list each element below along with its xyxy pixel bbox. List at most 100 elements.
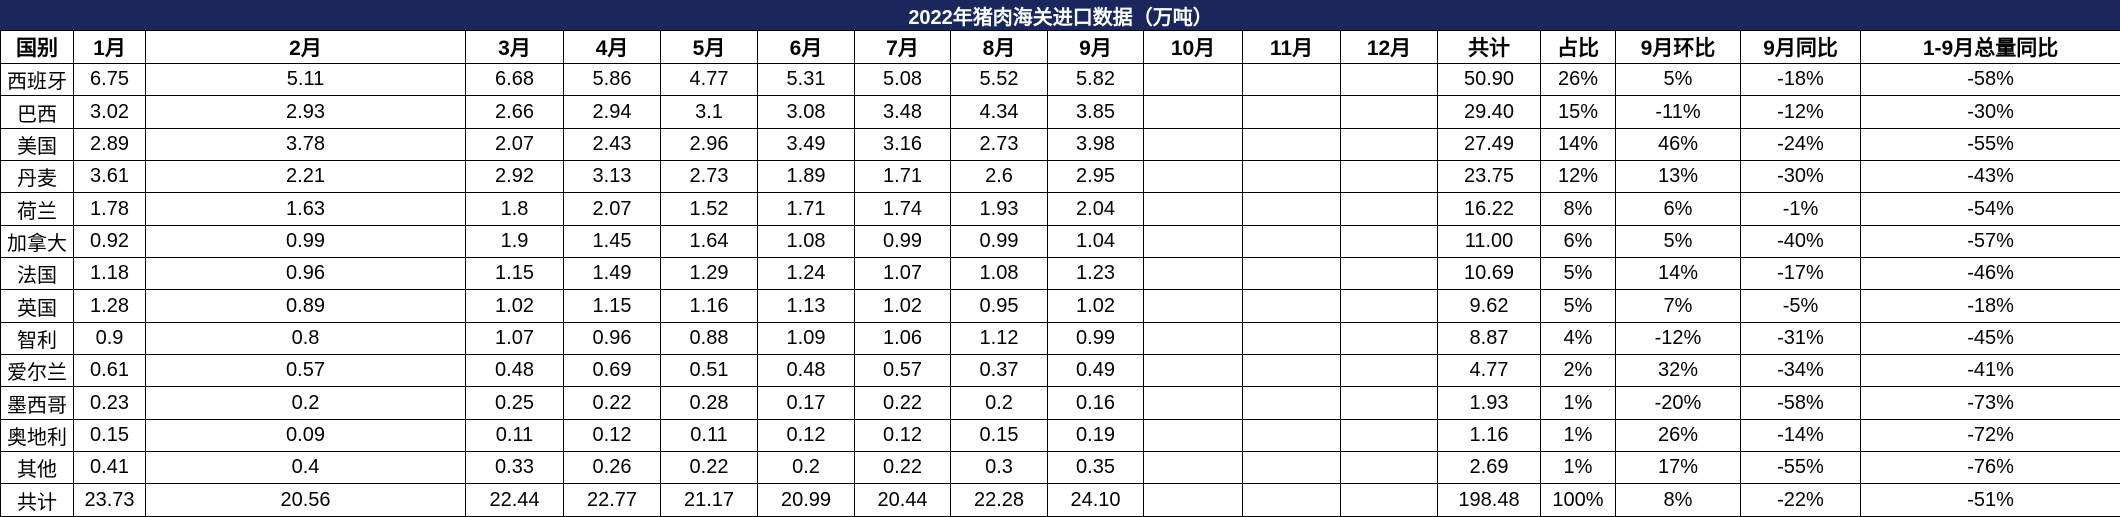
row-label[interactable]: 墨西哥 <box>0 386 74 420</box>
table-cell[interactable]: 1.18 <box>73 257 146 291</box>
table-cell[interactable] <box>1143 451 1243 485</box>
table-cell[interactable]: 2.95 <box>1047 160 1144 194</box>
table-cell[interactable]: 23.73 <box>73 483 146 517</box>
table-cell[interactable] <box>1143 418 1243 453</box>
table-cell[interactable]: 14% <box>1615 257 1741 291</box>
table-cell[interactable]: 2.43 <box>563 127 661 162</box>
table-cell[interactable] <box>1242 321 1341 356</box>
table-cell[interactable] <box>1143 95 1243 129</box>
table-cell[interactable] <box>1143 354 1243 388</box>
table-cell[interactable]: -41% <box>1859 354 2120 388</box>
table-cell[interactable]: 1.71 <box>757 192 855 226</box>
table-cell[interactable]: -18% <box>1740 62 1861 97</box>
table-cell[interactable]: 1.15 <box>563 289 661 323</box>
table-cell[interactable]: 17% <box>1615 451 1741 485</box>
table-cell[interactable]: -30% <box>1740 160 1861 194</box>
table-cell[interactable]: 0.96 <box>563 321 661 356</box>
table-cell[interactable]: 1.23 <box>1047 257 1144 291</box>
table-cell[interactable] <box>1143 257 1243 291</box>
row-label[interactable]: 共计 <box>0 483 74 517</box>
table-cell[interactable] <box>1242 95 1341 129</box>
table-cell[interactable]: 20.56 <box>145 483 466 517</box>
table-cell[interactable]: 5.08 <box>854 62 951 97</box>
table-cell[interactable]: 1.93 <box>1437 386 1541 420</box>
table-cell[interactable]: 8% <box>1615 483 1741 517</box>
table-cell[interactable]: 1.16 <box>1437 418 1541 453</box>
table-cell[interactable]: 3.98 <box>1047 127 1144 162</box>
table-cell[interactable] <box>1242 354 1341 388</box>
table-cell[interactable]: 4.34 <box>950 95 1048 129</box>
table-cell[interactable]: 0.2 <box>757 451 855 485</box>
table-cell[interactable]: 2.6 <box>950 160 1048 194</box>
table-cell[interactable]: 4.77 <box>660 62 758 97</box>
table-cell[interactable]: 2.96 <box>660 127 758 162</box>
table-cell[interactable] <box>1143 289 1243 323</box>
column-header[interactable]: 1-9月总量同比 <box>1859 30 2120 64</box>
row-label[interactable]: 西班牙 <box>0 62 74 97</box>
table-cell[interactable]: 0.9 <box>73 321 146 356</box>
table-cell[interactable]: 5% <box>1540 289 1616 323</box>
table-cell[interactable]: 2.73 <box>660 160 758 194</box>
table-cell[interactable]: 1% <box>1540 386 1616 420</box>
table-cell[interactable] <box>1242 418 1341 453</box>
table-cell[interactable]: 1.64 <box>660 224 758 259</box>
table-cell[interactable]: 2.04 <box>1047 192 1144 226</box>
table-cell[interactable]: 2.92 <box>465 160 564 194</box>
table-cell[interactable] <box>1143 127 1243 162</box>
table-cell[interactable]: 26% <box>1615 418 1741 453</box>
table-cell[interactable]: 5.11 <box>145 62 466 97</box>
table-cell[interactable] <box>1340 62 1438 97</box>
column-header[interactable]: 共计 <box>1437 30 1541 64</box>
table-cell[interactable] <box>1340 483 1438 517</box>
table-cell[interactable]: 1.09 <box>757 321 855 356</box>
table-cell[interactable]: 0.15 <box>73 418 146 453</box>
table-cell[interactable]: 0.16 <box>1047 386 1144 420</box>
column-header[interactable]: 11月 <box>1242 30 1341 64</box>
table-cell[interactable]: 2.07 <box>465 127 564 162</box>
table-cell[interactable] <box>1242 289 1341 323</box>
table-cell[interactable]: 22.77 <box>563 483 661 517</box>
table-cell[interactable]: 1.02 <box>1047 289 1144 323</box>
table-cell[interactable] <box>1340 257 1438 291</box>
table-cell[interactable]: 4% <box>1540 321 1616 356</box>
table-cell[interactable]: 1.93 <box>950 192 1048 226</box>
table-cell[interactable]: 0.48 <box>757 354 855 388</box>
table-cell[interactable]: 0.96 <box>145 257 466 291</box>
table-cell[interactable]: 0.95 <box>950 289 1048 323</box>
table-cell[interactable]: 14% <box>1540 127 1616 162</box>
table-cell[interactable]: 1.07 <box>854 257 951 291</box>
table-cell[interactable]: -31% <box>1740 321 1861 356</box>
table-cell[interactable]: 0.51 <box>660 354 758 388</box>
table-cell[interactable]: 12% <box>1540 160 1616 194</box>
table-cell[interactable]: 1% <box>1540 418 1616 453</box>
table-cell[interactable]: 0.99 <box>1047 321 1144 356</box>
table-cell[interactable]: 5.31 <box>757 62 855 97</box>
table-cell[interactable]: 0.2 <box>145 386 466 420</box>
table-cell[interactable]: 20.99 <box>757 483 855 517</box>
table-cell[interactable]: 22.28 <box>950 483 1048 517</box>
table-cell[interactable]: -45% <box>1859 321 2120 356</box>
table-cell[interactable] <box>1340 418 1438 453</box>
table-cell[interactable]: 5.52 <box>950 62 1048 97</box>
column-header[interactable]: 1月 <box>73 30 146 64</box>
table-cell[interactable]: 0.4 <box>145 451 466 485</box>
table-cell[interactable]: 1.52 <box>660 192 758 226</box>
table-cell[interactable] <box>1143 483 1243 517</box>
table-cell[interactable]: -43% <box>1859 160 2120 194</box>
table-cell[interactable] <box>1242 224 1341 259</box>
table-cell[interactable]: 24.10 <box>1047 483 1144 517</box>
table-cell[interactable]: 3.49 <box>757 127 855 162</box>
table-cell[interactable]: 1.02 <box>465 289 564 323</box>
table-cell[interactable]: 0.23 <box>73 386 146 420</box>
table-cell[interactable]: 5% <box>1615 62 1741 97</box>
table-cell[interactable]: 5% <box>1540 257 1616 291</box>
table-cell[interactable]: 0.37 <box>950 354 1048 388</box>
column-header[interactable]: 9月 <box>1047 30 1144 64</box>
table-cell[interactable]: -14% <box>1740 418 1861 453</box>
table-cell[interactable]: 7% <box>1615 289 1741 323</box>
table-cell[interactable] <box>1143 160 1243 194</box>
table-cell[interactable]: 6.75 <box>73 62 146 97</box>
table-cell[interactable]: 198.48 <box>1437 483 1541 517</box>
table-cell[interactable] <box>1340 192 1438 226</box>
column-header[interactable]: 5月 <box>660 30 758 64</box>
